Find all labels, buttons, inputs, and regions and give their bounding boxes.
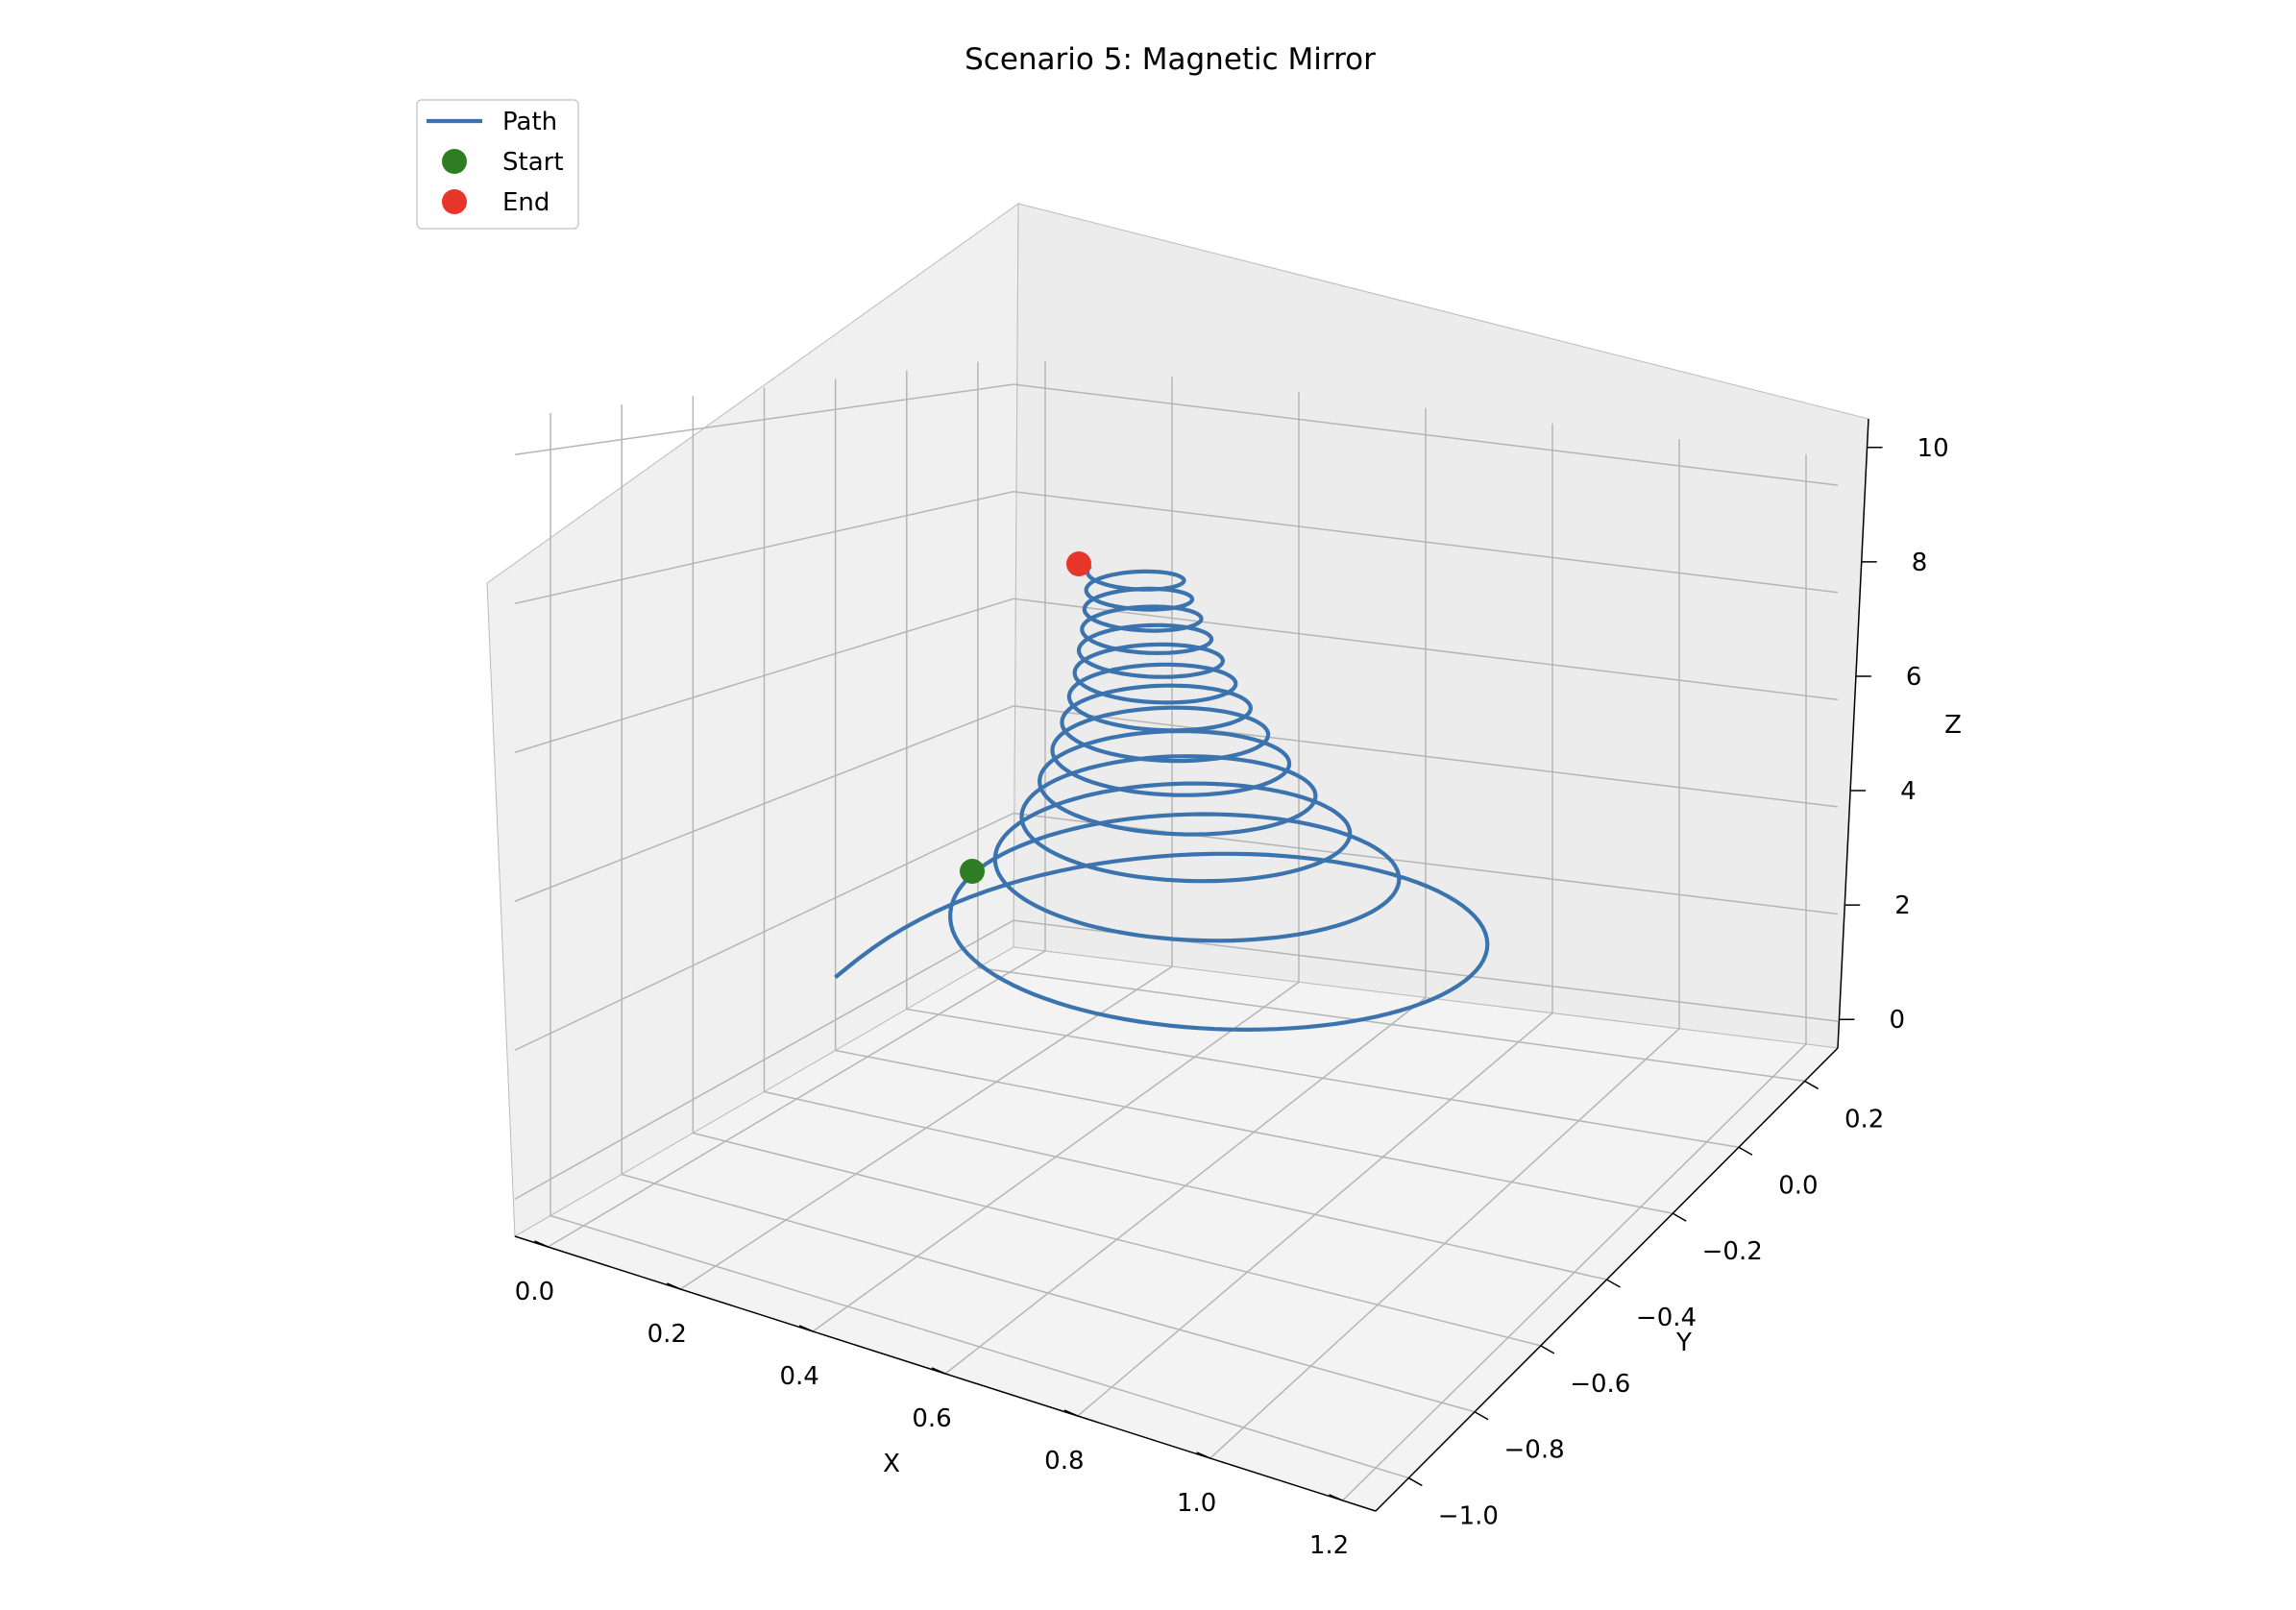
legend: Path Start End <box>416 99 579 230</box>
gridline-y-floor <box>764 1090 1607 1281</box>
y-tick-label: −1.0 <box>1438 1502 1499 1531</box>
gridline-y-floor <box>977 966 1805 1083</box>
x-tick-label: 0.4 <box>779 1362 818 1391</box>
z-tick-label: 10 <box>1917 434 1949 463</box>
gridline-y-floor <box>835 1049 1673 1214</box>
y-axis-label: Y <box>1675 1329 1692 1357</box>
x-tick-label: 0.6 <box>912 1404 951 1433</box>
gridline-z-left <box>514 812 1014 1051</box>
x-tick-label: 0.0 <box>515 1278 554 1306</box>
legend-end-swatch <box>442 189 467 214</box>
legend-end-label: End <box>502 188 550 217</box>
x-tick-mark <box>1196 1451 1210 1459</box>
y-tick-label: −0.6 <box>1570 1370 1630 1399</box>
gridline-y-floor <box>550 1214 1409 1479</box>
x-tick-mark <box>931 1367 946 1375</box>
gridlines <box>514 361 1839 1501</box>
y-tick-mark <box>1407 1476 1423 1487</box>
gridline-z-left <box>514 919 1014 1200</box>
y-tick-mark <box>1474 1411 1489 1421</box>
x-tick-mark <box>798 1325 814 1332</box>
gridline-z-left <box>514 598 1014 753</box>
x-tick-mark <box>667 1282 681 1290</box>
x-axis-label: X <box>883 1450 900 1478</box>
y-tick-mark <box>1540 1345 1555 1354</box>
y-tick-label: −0.4 <box>1636 1304 1697 1332</box>
legend-start-swatch <box>442 149 467 174</box>
y-tick-label: −0.8 <box>1504 1436 1565 1465</box>
start-point <box>960 859 985 884</box>
z-axis-line <box>1837 418 1869 1049</box>
z-tick-label: 0 <box>1889 1006 1905 1035</box>
legend-path-label: Path <box>502 108 557 136</box>
z-tick-label: 4 <box>1900 777 1917 806</box>
y-tick-label: −0.2 <box>1702 1237 1763 1266</box>
gridline-y-floor <box>693 1132 1541 1347</box>
gridline-y-floor <box>622 1173 1476 1413</box>
gridline-z-back <box>1013 383 1839 486</box>
gridline-z-left <box>514 705 1014 902</box>
x-tick-mark <box>1329 1494 1343 1501</box>
gridline-z-back <box>1013 490 1839 594</box>
x-tick-label: 0.8 <box>1044 1447 1084 1476</box>
y-tick-mark <box>1804 1080 1820 1090</box>
y-tick-label: 0.0 <box>1778 1171 1818 1200</box>
gridline-z-back <box>1013 812 1839 915</box>
legend-start-label: Start <box>502 148 564 177</box>
z-tick-label: 2 <box>1894 891 1911 920</box>
x-tick-label: 1.2 <box>1309 1531 1349 1560</box>
chart-title: Scenario 5: Magnetic Mirror <box>965 42 1376 77</box>
gridline-z-back <box>1013 598 1839 701</box>
gridline-z-left <box>514 383 1014 455</box>
z-axis-label: Z <box>1944 711 1962 740</box>
x-tick-mark <box>1063 1409 1079 1417</box>
y-tick-mark <box>1606 1279 1621 1288</box>
y-ticks: 0.2 0.0 −0.2 −0.4 −0.6 −0.8 −1.0 <box>1407 1080 1884 1531</box>
z-tick-label: 6 <box>1906 663 1922 692</box>
x-tick-label: 1.0 <box>1177 1489 1216 1518</box>
y-tick-mark <box>1672 1212 1687 1222</box>
z-ticks: 0 2 4 6 8 10 <box>1839 434 1949 1035</box>
x-tick-label: 0.2 <box>647 1320 687 1349</box>
z-tick-label: 8 <box>1912 549 1928 577</box>
series-path-line <box>834 564 1490 1032</box>
y-tick-mark <box>1738 1146 1753 1156</box>
gridline-z-back <box>1013 705 1839 808</box>
gridline-z-left <box>514 490 1014 604</box>
x-ticks: 0.0 0.2 0.4 0.6 0.8 1.0 1.2 <box>515 1240 1349 1560</box>
y-tick-label: 0.2 <box>1844 1105 1884 1134</box>
end-point <box>1066 551 1091 576</box>
gridline-y-floor <box>906 1008 1740 1149</box>
x-tick-mark <box>534 1240 549 1248</box>
